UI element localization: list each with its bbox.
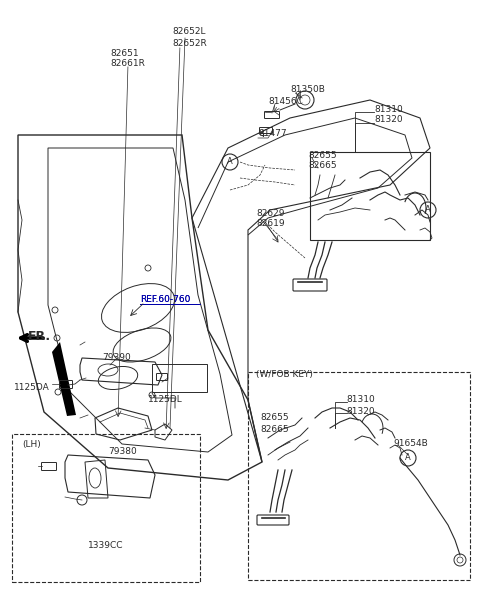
Text: 82665: 82665 (260, 425, 288, 434)
Text: 81310: 81310 (346, 396, 375, 405)
Text: FR.: FR. (28, 330, 51, 344)
Text: REF.60-760: REF.60-760 (140, 295, 191, 305)
Text: A: A (227, 157, 233, 166)
Text: 82661R: 82661R (110, 60, 145, 69)
Text: A: A (425, 206, 431, 215)
Text: 82652L: 82652L (172, 28, 205, 37)
Text: (W/FOB KEY): (W/FOB KEY) (256, 370, 313, 379)
Text: (LH): (LH) (22, 441, 41, 449)
Text: REF.60-760: REF.60-760 (140, 295, 191, 305)
Text: 81350B: 81350B (290, 86, 325, 95)
Text: 82665: 82665 (308, 162, 336, 171)
Text: 81456C: 81456C (268, 98, 303, 107)
Text: 82655: 82655 (308, 151, 336, 160)
Text: 81320: 81320 (346, 406, 374, 415)
Text: 81310: 81310 (374, 104, 403, 113)
Text: 82651: 82651 (110, 48, 139, 57)
Text: 1125DA: 1125DA (14, 384, 50, 393)
Text: 82629: 82629 (256, 209, 285, 218)
Text: 82652R: 82652R (172, 39, 207, 48)
Text: A: A (405, 453, 411, 463)
Text: 81477: 81477 (258, 130, 287, 139)
Text: 82655: 82655 (260, 414, 288, 423)
Text: 1339CC: 1339CC (88, 540, 123, 549)
Text: 1125DL: 1125DL (148, 396, 183, 405)
Text: 81320: 81320 (374, 116, 403, 124)
Polygon shape (52, 342, 76, 416)
Text: 79380: 79380 (108, 447, 137, 456)
Text: 82619: 82619 (256, 219, 285, 229)
Text: 79390: 79390 (102, 353, 131, 362)
Text: 91654B: 91654B (393, 440, 428, 449)
